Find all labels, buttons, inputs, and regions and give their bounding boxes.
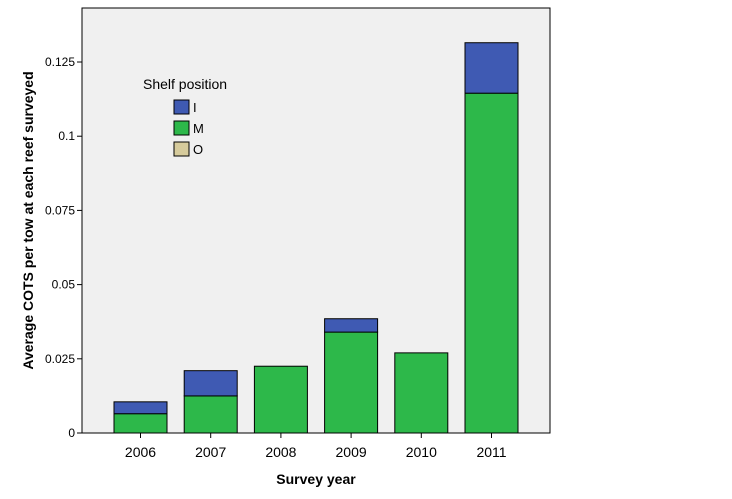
y-tick-label: 0: [68, 426, 75, 440]
x-tick-label: 2007: [195, 444, 226, 460]
y-axis: 0 0.025 0.05 0.075 0.1 0.125: [45, 55, 82, 440]
legend-label-I: I: [193, 100, 197, 115]
x-tick-label: 2008: [265, 444, 296, 460]
legend-swatch-I: [173, 99, 190, 115]
y-tick-label: 0.075: [45, 203, 75, 217]
bar-2010-M: [394, 352, 449, 434]
y-axis-title: Average COTS per tow at each reef survey…: [20, 71, 36, 369]
x-tick-label: 2011: [476, 444, 506, 460]
legend-swatch-O: [173, 141, 190, 157]
bar-2008-M: [253, 365, 308, 434]
bar-2011-M: [464, 92, 519, 434]
bar-2009-M: [324, 331, 379, 434]
x-tick-label: 2006: [125, 444, 156, 460]
bar-2011-I: [464, 42, 519, 94]
legend-title: Shelf position: [143, 76, 227, 92]
x-axis: 2006 2007 2008 2009 2010 2011: [125, 433, 507, 460]
y-tick-label: 0.05: [52, 278, 76, 292]
bar-2006-M: [113, 413, 168, 434]
y-tick-label: 0.1: [58, 129, 75, 143]
y-tick-label: 0.125: [45, 55, 75, 69]
legend-swatch-M: [173, 120, 190, 136]
bar-2007-I: [183, 370, 238, 397]
y-tick-label: 0.025: [45, 352, 75, 366]
legend: Shelf position IMO: [143, 76, 227, 157]
legend-label-O: O: [193, 142, 203, 157]
x-axis-title: Survey year: [276, 471, 356, 487]
bar-2007-M: [183, 395, 238, 434]
legend-label-M: M: [193, 121, 204, 136]
x-tick-label: 2010: [406, 444, 437, 460]
bar-2006-I: [113, 401, 168, 415]
bar-2009-I: [324, 318, 379, 333]
x-tick-label: 2009: [336, 444, 367, 460]
